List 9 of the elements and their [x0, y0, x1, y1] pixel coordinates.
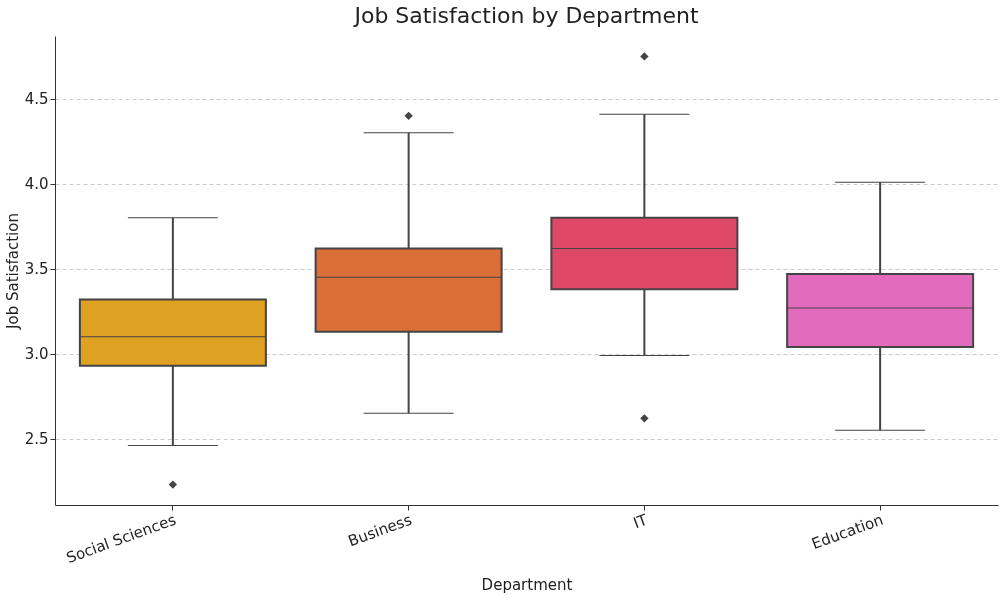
y-axis-title: Job Satisfaction [3, 213, 22, 330]
y-tick-label: 4.0 [24, 175, 49, 194]
x-tick-label: IT [630, 510, 651, 533]
x-axis-title: Department [481, 576, 573, 594]
y-tick-label: 3.0 [24, 345, 49, 364]
chart-title: Job Satisfaction by Department [352, 3, 699, 28]
y-tick-label: 3.5 [24, 260, 49, 279]
y-tick-label: 2.5 [24, 430, 49, 449]
y-tick-label: 4.5 [24, 90, 49, 109]
